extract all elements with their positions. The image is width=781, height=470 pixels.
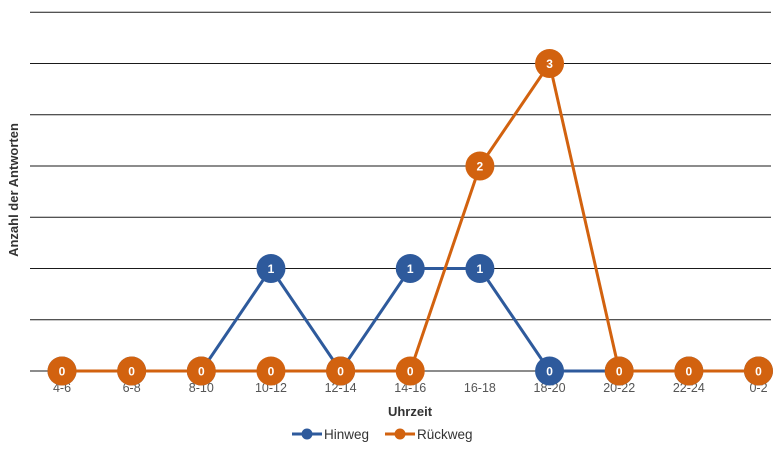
legend-label: Hinweg bbox=[324, 427, 369, 442]
data-point[interactable] bbox=[395, 356, 425, 386]
data-label: 0 bbox=[546, 365, 553, 379]
data-point[interactable] bbox=[186, 356, 216, 386]
data-point[interactable] bbox=[744, 356, 773, 386]
data-point[interactable] bbox=[535, 49, 565, 78]
x-tick-label: 14-16 bbox=[394, 381, 426, 395]
data-label: 0 bbox=[268, 365, 275, 379]
data-label: 0 bbox=[198, 365, 205, 379]
y-axis-title: Anzahl der Antworten bbox=[6, 123, 21, 257]
data-label: 1 bbox=[268, 262, 275, 276]
data-label: 2 bbox=[477, 160, 484, 174]
x-tick-label: 10-12 bbox=[255, 381, 287, 395]
x-tick-label: 20-22 bbox=[603, 381, 635, 395]
data-point[interactable] bbox=[326, 356, 356, 386]
data-label: 0 bbox=[755, 365, 762, 379]
data-point[interactable] bbox=[395, 254, 425, 283]
legend-label: Rückweg bbox=[417, 427, 473, 442]
series-rückweg: 0 0 0 0 0 0 2 3 0 0 0 bbox=[47, 49, 773, 386]
x-tick-label: 12-14 bbox=[325, 381, 357, 395]
x-axis-title: Uhrzeit bbox=[388, 404, 433, 419]
x-tick-label: 8-10 bbox=[189, 381, 214, 395]
legend-marker bbox=[394, 428, 406, 440]
x-tick-label: 22-24 bbox=[673, 381, 705, 395]
gridlines bbox=[30, 11, 771, 372]
data-label: 0 bbox=[337, 365, 344, 379]
legend[interactable]: Hinweg Rückweg bbox=[292, 427, 473, 442]
data-label: 1 bbox=[477, 262, 484, 276]
data-label: 1 bbox=[407, 262, 414, 276]
data-point[interactable] bbox=[117, 356, 147, 386]
data-point[interactable] bbox=[604, 356, 634, 386]
x-tick-label: 16-18 bbox=[464, 381, 496, 395]
data-point[interactable] bbox=[535, 356, 565, 386]
data-point[interactable] bbox=[674, 356, 704, 386]
data-point[interactable] bbox=[465, 254, 495, 283]
data-point[interactable] bbox=[465, 151, 495, 181]
series-lines: 0 0 0 1 0 1 1 0 0 0 00 0 0 0 0 0 2 3 0 0 0 bbox=[47, 49, 773, 386]
data-point[interactable] bbox=[256, 356, 286, 386]
data-point[interactable] bbox=[47, 356, 77, 386]
data-label: 0 bbox=[128, 365, 135, 379]
data-label: 3 bbox=[546, 57, 553, 71]
data-label: 0 bbox=[616, 365, 623, 379]
legend-item-hinweg[interactable]: Hinweg bbox=[292, 427, 369, 442]
x-tick-label: 18-20 bbox=[534, 381, 566, 395]
data-label: 0 bbox=[407, 365, 414, 379]
legend-marker bbox=[301, 428, 313, 440]
data-label: 0 bbox=[59, 365, 66, 379]
legend-item-rückweg[interactable]: Rückweg bbox=[385, 427, 473, 442]
data-label: 0 bbox=[686, 365, 693, 379]
data-point[interactable] bbox=[256, 254, 286, 283]
